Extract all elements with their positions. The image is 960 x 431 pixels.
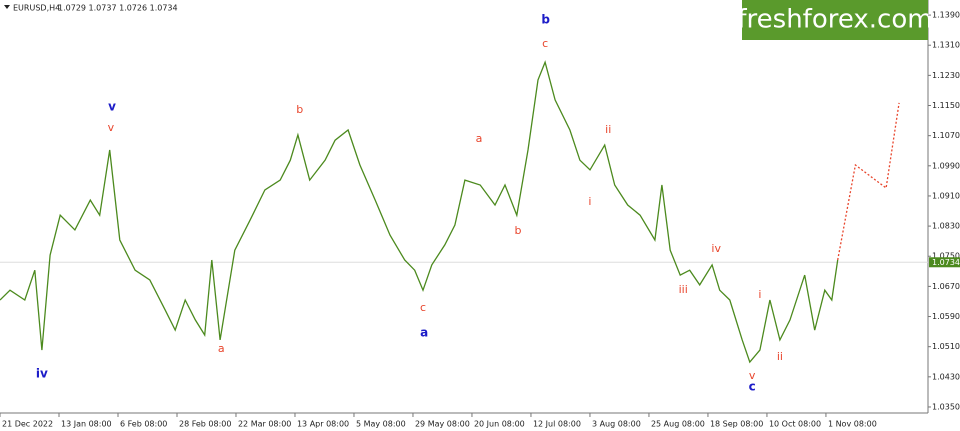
wave-label: v [108, 121, 115, 134]
y-tick-label: 1.0430 [932, 372, 960, 381]
y-tick-label: 1.0910 [932, 191, 960, 200]
wave-label: v [108, 100, 116, 114]
wave-label: b [514, 224, 521, 237]
price-line [0, 60, 839, 364]
last-price-label: 1.0734 [932, 258, 960, 267]
y-tick-label: 1.0750 [932, 252, 960, 261]
wave-label: c [420, 301, 426, 314]
x-tick-label: 12 Jul 08:00 [533, 420, 581, 429]
x-tick-label: 13 Jan 08:00 [61, 420, 112, 429]
wave-label: iv [711, 242, 721, 255]
ohlc-values: 1.0729 1.0737 1.0726 1.0734 [58, 4, 178, 13]
x-tick-label: 20 Jun 08:00 [474, 420, 525, 429]
x-tick-label: 6 Feb 08:00 [120, 420, 167, 429]
y-tick-label: 1.0990 [932, 161, 960, 170]
wave-label: ii [605, 123, 611, 136]
x-tick-label: 1 Nov 08:00 [828, 420, 877, 429]
y-tick-label: 1.0670 [932, 282, 960, 291]
y-tick-label: 1.0590 [932, 312, 960, 321]
logo-box [742, 0, 928, 40]
wave-label: i [588, 195, 591, 208]
wave-label: a [218, 342, 225, 355]
wave-label: ii [777, 350, 783, 363]
last-price-tag [929, 257, 960, 268]
y-tick-label: 1.1230 [932, 71, 960, 80]
menu-arrow [4, 5, 10, 9]
wave-label: i [758, 288, 761, 301]
x-tick-label: 22 Mar 08:00 [238, 420, 291, 429]
forecast-line [837, 102, 900, 261]
wave-label: iv [36, 367, 48, 381]
x-tick-label: 10 Oct 08:00 [769, 420, 821, 429]
x-tick-label: 25 Aug 08:00 [651, 420, 705, 429]
wave-label: a [476, 132, 483, 145]
wave-label: v [749, 369, 756, 382]
wave-label: b [296, 103, 303, 116]
y-tick-label: 1.0350 [932, 402, 960, 411]
y-tick-label: 1.1390 [932, 11, 960, 20]
y-tick-label: 1.0510 [932, 342, 960, 351]
logo: freshforex.com [737, 5, 932, 35]
y-tick-label: 1.0830 [932, 222, 960, 231]
wave-label: a [420, 326, 428, 340]
y-tick-label: 1.1070 [932, 131, 960, 140]
x-tick-label: 13 Apr 08:00 [297, 420, 349, 429]
x-tick-label: 18 Sep 08:00 [710, 420, 763, 429]
wave-label: b [541, 12, 550, 26]
symbol-title: EURUSD,H4 [13, 4, 60, 13]
x-tick-label: 5 May 08:00 [356, 420, 406, 429]
wave-label: c [542, 37, 548, 50]
wave-label: iii [679, 283, 688, 296]
x-tick-label: 21 Dec 2022 [2, 420, 53, 429]
y-tick-label: 1.1150 [932, 101, 960, 110]
wave-label: c [749, 379, 756, 393]
x-tick-label: 3 Aug 08:00 [592, 420, 641, 429]
x-tick-label: 29 May 08:00 [415, 420, 470, 429]
x-tick-label: 28 Feb 08:00 [179, 420, 231, 429]
y-tick-label: 1.1310 [932, 41, 960, 50]
